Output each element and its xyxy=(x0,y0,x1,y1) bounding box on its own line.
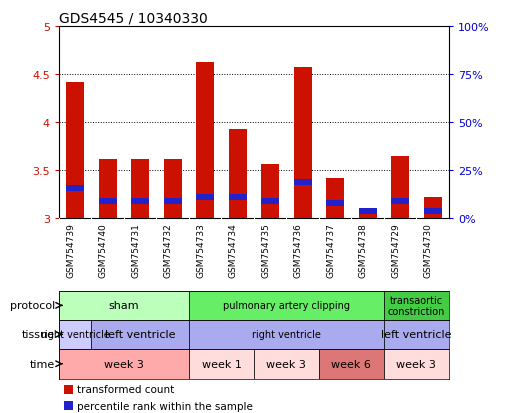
Bar xyxy=(164,159,182,219)
Bar xyxy=(91,320,189,349)
Bar xyxy=(261,199,279,204)
Bar xyxy=(131,159,149,219)
Text: transaortic
constriction: transaortic constriction xyxy=(388,295,445,316)
Bar xyxy=(59,291,189,320)
Text: GSM754736: GSM754736 xyxy=(293,223,303,277)
Text: week 3: week 3 xyxy=(104,359,144,369)
Text: GSM754739: GSM754739 xyxy=(66,223,75,277)
Text: GSM754733: GSM754733 xyxy=(196,223,205,277)
Bar xyxy=(359,211,377,219)
Text: right ventricle: right ventricle xyxy=(252,330,321,339)
Bar xyxy=(99,159,116,219)
Bar xyxy=(189,291,384,320)
Bar xyxy=(424,198,442,219)
Bar xyxy=(294,68,311,219)
Text: GSM754737: GSM754737 xyxy=(326,223,335,277)
Text: GSM754730: GSM754730 xyxy=(424,223,432,277)
Bar xyxy=(391,157,409,219)
Text: left ventricle: left ventricle xyxy=(105,330,175,339)
Bar xyxy=(196,63,214,219)
Bar xyxy=(261,164,279,219)
Bar xyxy=(99,199,116,204)
Text: transformed count: transformed count xyxy=(77,385,175,394)
Bar xyxy=(319,349,384,379)
Bar xyxy=(359,208,377,214)
Text: week 1: week 1 xyxy=(202,359,242,369)
Bar xyxy=(326,201,344,206)
Bar xyxy=(196,195,214,201)
Text: GDS4545 / 10340330: GDS4545 / 10340330 xyxy=(59,12,208,26)
Text: GSM754735: GSM754735 xyxy=(261,223,270,277)
Bar xyxy=(326,178,344,219)
Text: sham: sham xyxy=(109,301,140,311)
Text: left ventricle: left ventricle xyxy=(381,330,451,339)
Text: pulmonary artery clipping: pulmonary artery clipping xyxy=(223,301,350,311)
Text: week 6: week 6 xyxy=(331,359,371,369)
Bar xyxy=(66,83,84,219)
Text: GSM754738: GSM754738 xyxy=(359,223,368,277)
Text: week 3: week 3 xyxy=(266,359,306,369)
Text: tissue: tissue xyxy=(22,330,55,339)
Bar xyxy=(254,349,319,379)
Bar xyxy=(294,180,311,185)
Bar xyxy=(189,320,384,349)
Text: protocol: protocol xyxy=(10,301,55,311)
Text: GSM754731: GSM754731 xyxy=(131,223,140,277)
Bar xyxy=(131,199,149,204)
Bar xyxy=(384,291,449,320)
Bar xyxy=(164,199,182,204)
Text: time: time xyxy=(30,359,55,369)
Bar xyxy=(229,195,247,201)
Bar xyxy=(59,320,91,349)
Bar xyxy=(59,349,189,379)
Text: percentile rank within the sample: percentile rank within the sample xyxy=(77,401,253,411)
Bar xyxy=(384,349,449,379)
Bar xyxy=(66,185,84,191)
Bar xyxy=(189,349,254,379)
Text: GSM754740: GSM754740 xyxy=(98,223,108,277)
Bar xyxy=(384,320,449,349)
Text: right ventricle: right ventricle xyxy=(41,330,110,339)
Bar xyxy=(229,130,247,219)
Text: GSM754734: GSM754734 xyxy=(229,223,238,277)
Bar xyxy=(424,208,442,214)
Bar xyxy=(391,199,409,204)
Text: week 3: week 3 xyxy=(397,359,437,369)
Text: GSM754732: GSM754732 xyxy=(164,223,173,277)
Text: GSM754729: GSM754729 xyxy=(391,223,400,277)
